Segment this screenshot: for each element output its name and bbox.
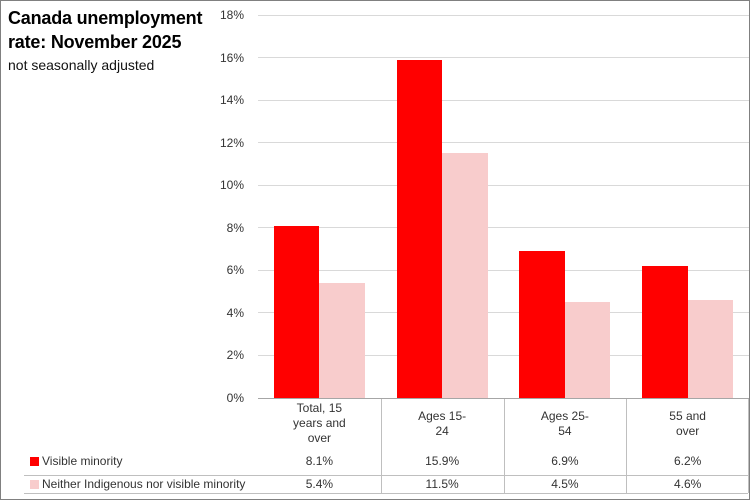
- gridline-6pct: [258, 269, 749, 271]
- table-cell-row0-col3: 6.2%: [673, 454, 702, 468]
- y-axis-label-14pct: 14%: [219, 93, 244, 108]
- category-label-1: Ages 15- 24: [418, 408, 467, 438]
- bar-neither-1: [442, 153, 488, 398]
- table-column-separator-1: [380, 399, 382, 493]
- bar-visible-minority-1: [396, 59, 443, 398]
- bar-visible-minority-0: [273, 225, 320, 398]
- category-label-3: 55 and over: [669, 408, 706, 438]
- table-column-separator-2: [503, 399, 505, 493]
- table-bottom-border: [24, 493, 748, 494]
- gridline-14pct: [258, 99, 749, 101]
- table-cell-row1-col1: 11.5%: [425, 477, 459, 491]
- gridline-10pct: [258, 184, 749, 186]
- category-label-2: Ages 25- 54: [540, 408, 589, 438]
- gridline-18pct: [258, 14, 749, 16]
- gridline-12pct: [258, 142, 749, 144]
- category-label-0: Total, 15 years and over: [293, 401, 346, 445]
- table-column-separator-3: [626, 399, 628, 493]
- gridline-8pct: [258, 227, 749, 229]
- y-axis-label-18pct: 18%: [219, 8, 244, 22]
- y-axis-label-2pct: 2%: [226, 348, 244, 363]
- chart-title-line-2: rate: November 2025: [8, 32, 182, 52]
- y-axis-label-12pct: 12%: [219, 135, 244, 150]
- chart-subtitle: not seasonally adjusted: [8, 57, 155, 73]
- table-cell-row1-col3: 4.6%: [673, 477, 702, 491]
- legend-swatch-neither: [30, 480, 39, 489]
- table-cell-row0-col2: 6.9%: [551, 454, 579, 468]
- table-row-separator: [24, 475, 748, 476]
- gridline-2pct: [258, 354, 749, 356]
- x-axis-line: [258, 398, 749, 399]
- table-cell-row0-col0: 8.1%: [305, 454, 334, 468]
- table-cell-row1-col0: 5.4%: [305, 477, 334, 491]
- y-axis-label-4pct: 4%: [226, 305, 244, 320]
- bar-neither-3: [687, 300, 734, 398]
- chart-title-line-1: Canada unemployment: [8, 8, 203, 28]
- bar-neither-2: [564, 302, 611, 398]
- table-right-border: [748, 399, 749, 493]
- bar-neither-0: [319, 283, 365, 398]
- table-cell-row0-col1: 15.9%: [425, 454, 460, 468]
- legend-label-neither: Neither Indigenous nor visible minority: [42, 477, 246, 491]
- legend-swatch-visible-minority: [30, 457, 39, 466]
- y-axis-label-8pct: 8%: [226, 220, 244, 235]
- y-axis-label-10pct: 10%: [219, 178, 244, 193]
- gridline-4pct: [258, 312, 749, 314]
- y-axis-label-0pct: 0%: [226, 391, 244, 405]
- y-axis-label-6pct: 6%: [226, 263, 244, 278]
- bar-visible-minority-3: [642, 266, 688, 398]
- chart-title-block: Canada unemployment rate: November 2025 …: [8, 6, 202, 74]
- table-cell-row1-col2: 4.5%: [551, 477, 579, 491]
- legend-label-visible-minority: Visible minority: [42, 454, 123, 468]
- bar-visible-minority-2: [519, 251, 565, 398]
- gridline-16pct: [258, 57, 749, 59]
- y-axis-label-16pct: 16%: [219, 50, 244, 65]
